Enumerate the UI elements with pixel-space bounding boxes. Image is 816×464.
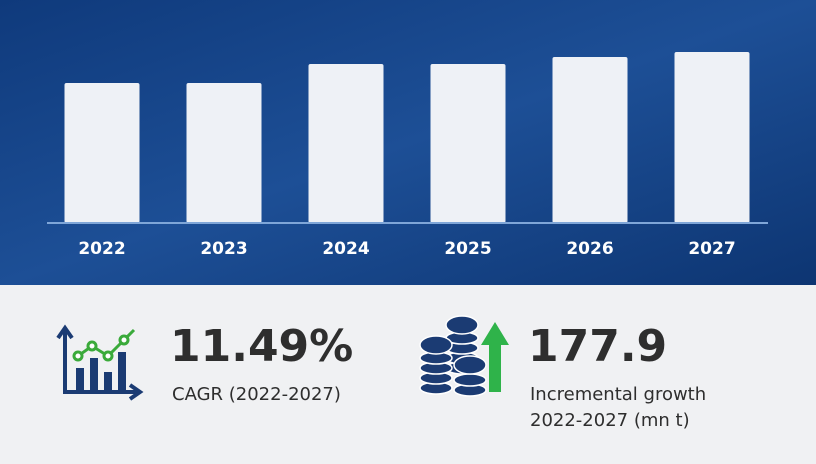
x-tick-label: 2022	[78, 239, 125, 259]
bar	[674, 52, 750, 223]
footer-background	[0, 285, 816, 464]
bar	[64, 83, 140, 223]
coins-icon	[419, 315, 509, 397]
bar	[186, 83, 262, 223]
cagr-label: CAGR (2022-2027)	[172, 384, 341, 405]
growth-value: 177.9	[528, 321, 667, 372]
growth-label: Incremental growth	[530, 384, 706, 405]
plot: 2022 2023 2024 2025 2026 2027	[47, 52, 768, 259]
bar	[552, 57, 628, 223]
growth-label: 2022-2027 (mn t)	[530, 410, 690, 431]
x-tick-label: 2025	[444, 239, 491, 259]
x-tick-label: 2027	[688, 239, 735, 259]
growth-chart-icon	[56, 324, 144, 401]
bar	[430, 64, 506, 223]
x-tick-label: 2023	[200, 239, 247, 259]
cagr-value: 11.49%	[170, 321, 353, 372]
x-tick-label: 2024	[322, 239, 369, 259]
bar	[308, 64, 384, 223]
x-tick-label: 2026	[566, 239, 613, 259]
